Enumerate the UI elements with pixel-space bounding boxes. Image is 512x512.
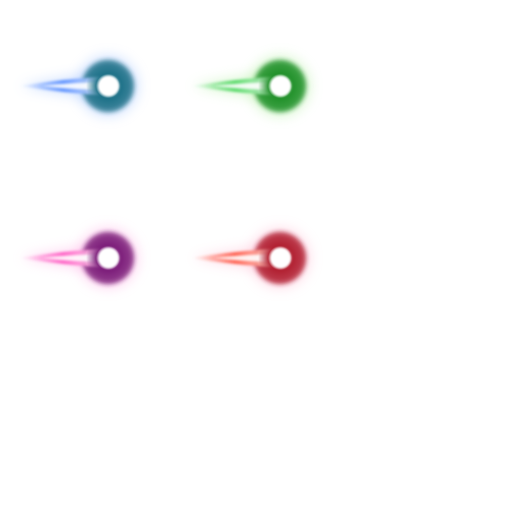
purple-comet-core — [99, 248, 119, 268]
red-comet-sprite — [184, 218, 324, 298]
red-comet-graphic — [184, 218, 324, 298]
green-comet-sprite — [184, 46, 324, 126]
blue-comet-sprite — [12, 46, 152, 126]
red-comet-core — [271, 248, 291, 268]
green-comet-core — [271, 76, 291, 96]
blue-comet-graphic — [12, 46, 152, 126]
purple-comet-graphic — [12, 218, 152, 298]
purple-comet-sprite — [12, 218, 152, 298]
green-comet-graphic — [184, 46, 324, 126]
blue-comet-core — [99, 76, 119, 96]
